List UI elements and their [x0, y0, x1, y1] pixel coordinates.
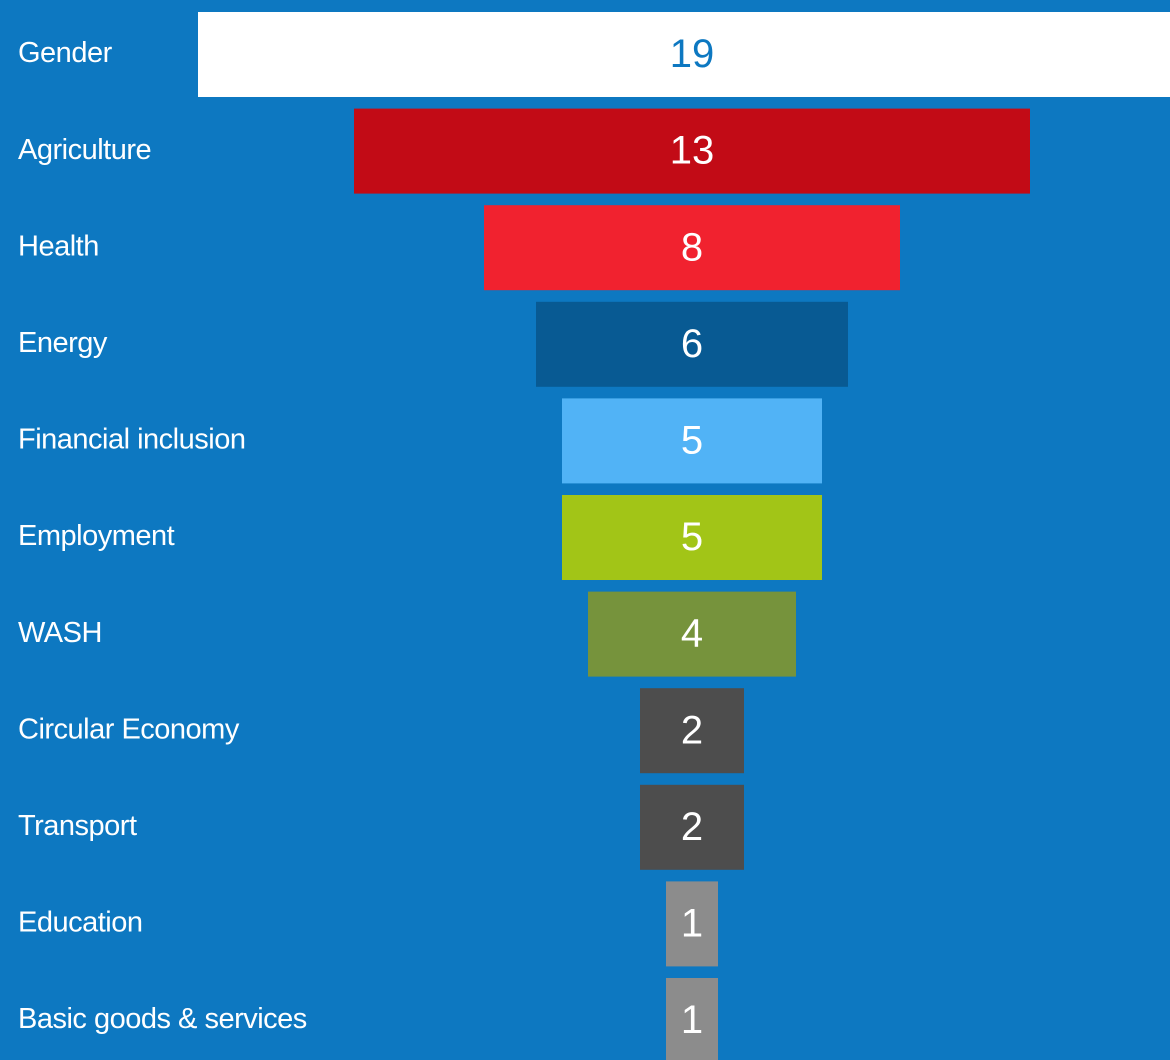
value-label: 19 — [670, 32, 715, 76]
category-label: Transport — [18, 810, 137, 842]
category-label: Agriculture — [18, 134, 151, 166]
value-label: 1 — [681, 901, 703, 945]
value-label: 6 — [681, 322, 703, 366]
category-label: WASH — [18, 617, 102, 649]
bar — [666, 881, 718, 967]
value-label: 2 — [681, 805, 703, 849]
category-label: Basic goods & services — [18, 1003, 307, 1035]
value-label: 8 — [681, 225, 703, 269]
value-label: 4 — [681, 612, 703, 656]
category-label: Education — [18, 907, 143, 939]
bar — [640, 688, 744, 774]
bar — [562, 398, 822, 484]
category-label: Health — [18, 230, 99, 262]
bar — [588, 591, 796, 677]
bar — [354, 108, 1030, 194]
bar — [562, 495, 822, 580]
bar — [536, 301, 848, 387]
bar — [484, 205, 900, 291]
category-label: Financial inclusion — [18, 424, 245, 456]
bar — [198, 12, 1170, 97]
bar — [640, 784, 744, 870]
bar — [666, 978, 718, 1060]
category-label: Circular Economy — [18, 713, 240, 745]
category-label: Employment — [18, 520, 175, 552]
category-label: Energy — [18, 327, 108, 359]
value-label: 1 — [681, 998, 703, 1042]
value-label: 13 — [670, 129, 715, 173]
category-label: Gender — [18, 37, 113, 69]
value-label: 5 — [681, 418, 703, 462]
value-label: 2 — [681, 708, 703, 752]
value-label: 5 — [681, 515, 703, 559]
